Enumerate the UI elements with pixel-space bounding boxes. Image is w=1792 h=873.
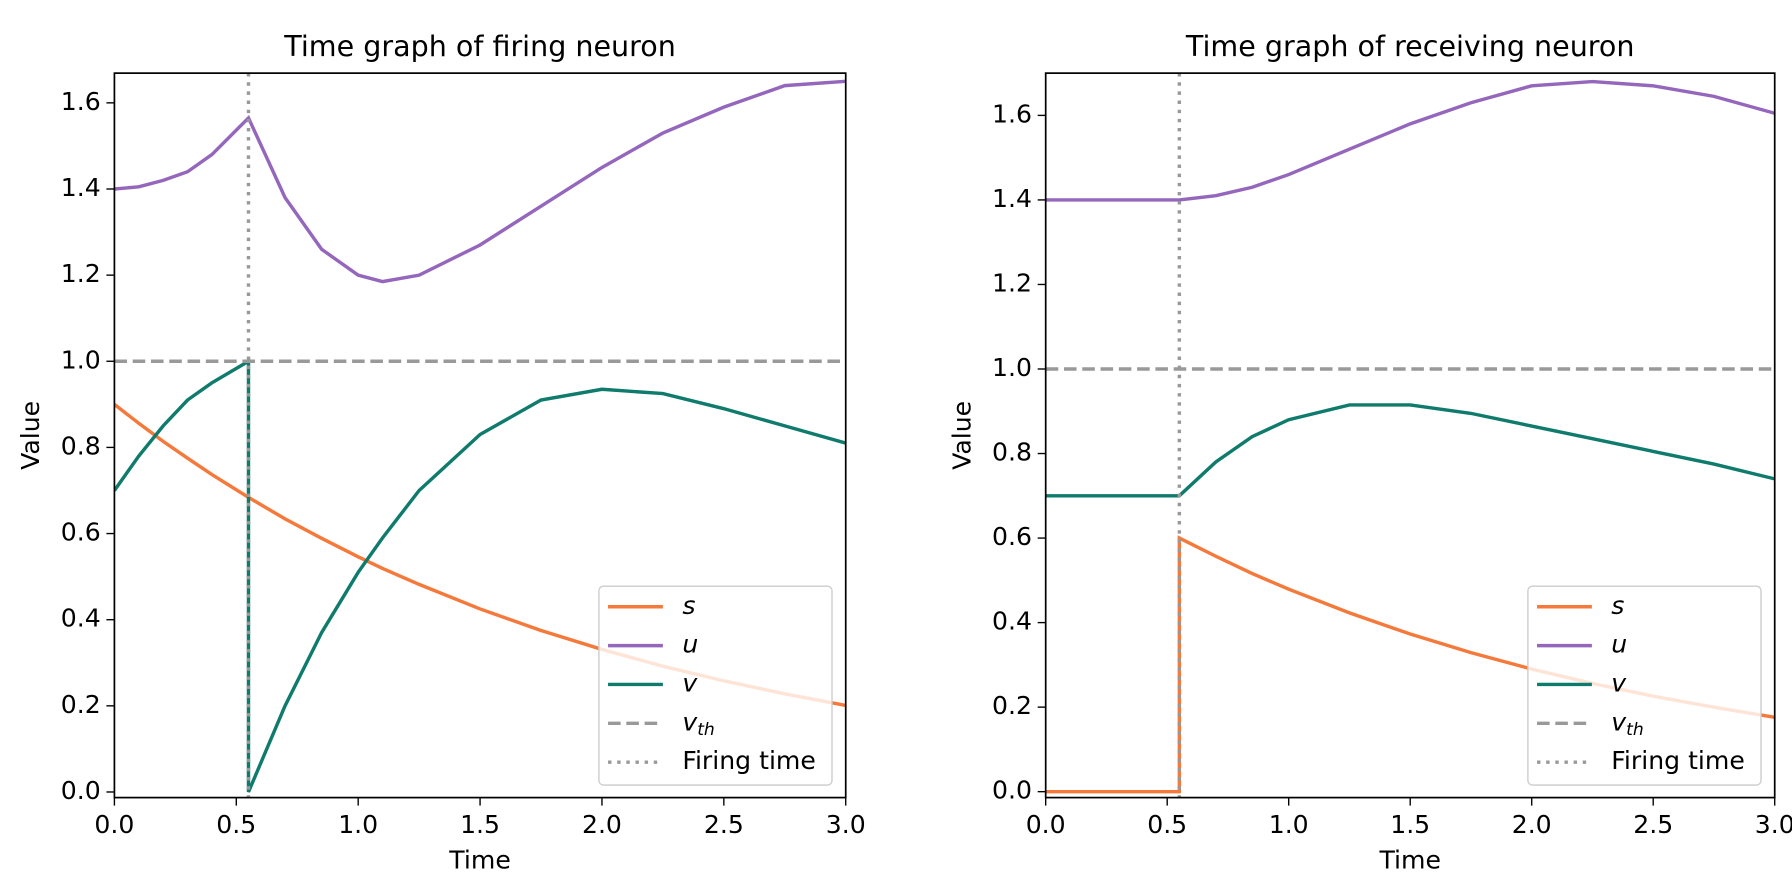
y-tick-label: 0.0 [992, 776, 1032, 805]
y-tick-label: 1.2 [61, 259, 101, 288]
x-tick-label: 1.0 [1269, 810, 1309, 839]
x-tick-label: 2.0 [582, 810, 622, 839]
y-tick-label: 0.4 [992, 607, 1032, 636]
chart-title: Time graph of receiving neuron [1185, 29, 1635, 63]
y-tick-label: 1.4 [992, 184, 1032, 213]
y-tick-label: 1.6 [992, 99, 1032, 128]
legend-label-sub: th [1626, 720, 1644, 740]
x-tick-label: 0.5 [1147, 810, 1187, 839]
y-tick-label: 1.4 [61, 173, 101, 202]
legend-label: vth [1611, 707, 1643, 740]
chart-title: Time graph of firing neuron [283, 29, 676, 63]
legend-box [598, 585, 833, 786]
x-tick-label: 3.0 [826, 810, 866, 839]
x-axis-label: Time [1378, 846, 1441, 873]
x-tick-label: 2.0 [1512, 810, 1552, 839]
axes-frame [1044, 72, 1776, 799]
legend-label: vth [682, 707, 714, 740]
y-tick-label: 1.2 [992, 268, 1032, 297]
y-tick-label: 1.0 [61, 345, 101, 374]
legend-label: s [682, 591, 695, 620]
legend-label: Firing time [1611, 746, 1745, 775]
legend-label: v [1611, 668, 1627, 697]
legend-label: s [1611, 591, 1624, 620]
x-tick-label: 1.5 [460, 810, 500, 839]
x-tick-label: 1.5 [1390, 810, 1430, 839]
x-tick-label: 2.5 [704, 810, 744, 839]
y-tick-label: 0.2 [992, 691, 1032, 720]
x-tick-label: 0.5 [216, 810, 256, 839]
series-line [1045, 403, 1775, 498]
y-tick-label: 0.4 [61, 604, 101, 633]
x-tick-label: 1.0 [338, 810, 378, 839]
legend-label-main: v [1611, 707, 1627, 736]
legend-label-main: v [682, 707, 698, 736]
legend-label-sub: th [697, 720, 715, 740]
legend-box [1527, 585, 1762, 786]
y-axis-label: Value [947, 401, 976, 470]
legend-label: Firing time [682, 746, 816, 775]
axes-frame [113, 72, 847, 799]
x-tick-label: 3.0 [1755, 810, 1792, 839]
series-line [114, 79, 846, 284]
y-tick-label: 0.2 [61, 690, 101, 719]
x-tick-label: 0.0 [1026, 810, 1066, 839]
series-line [114, 358, 846, 793]
series-line [1045, 79, 1775, 202]
plot-area [1045, 73, 1775, 798]
y-tick-label: 0.0 [61, 776, 101, 805]
legend-label: u [682, 630, 698, 659]
y-tick-label: 0.8 [992, 438, 1032, 467]
y-tick-label: 1.6 [61, 87, 101, 116]
y-tick-label: 0.6 [992, 522, 1032, 551]
y-tick-label: 0.6 [61, 518, 101, 547]
y-tick-label: 0.8 [61, 431, 101, 460]
legend-label: u [1611, 630, 1627, 659]
x-tick-label: 2.5 [1633, 810, 1673, 839]
x-axis-label: Time [448, 846, 511, 873]
x-tick-label: 0.0 [94, 810, 134, 839]
y-tick-label: 1.0 [992, 353, 1032, 382]
legend-label: v [682, 668, 698, 697]
y-axis-label: Value [16, 401, 45, 470]
